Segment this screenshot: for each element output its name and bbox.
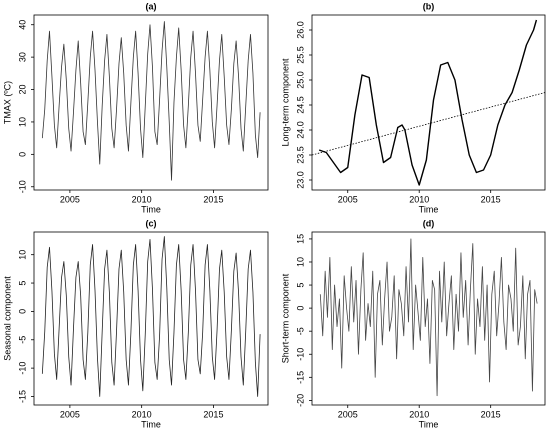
y-tick-label: 23.5 [295, 146, 305, 164]
x-axis-title: Time [141, 204, 161, 214]
y-tick-label: 5 [17, 281, 27, 286]
panel-title: (c) [146, 218, 157, 228]
panel-title: (d) [423, 218, 435, 228]
y-axis-title: Seasonal component [2, 276, 12, 361]
y-tick-label: 24.0 [295, 121, 305, 139]
y-tick-label: 25.5 [295, 46, 305, 64]
y-tick-label: 0 [295, 306, 305, 311]
y-axis-title: Short-term component [280, 273, 290, 363]
x-axis-title: Time [419, 204, 439, 214]
y-tick-label: 0 [17, 309, 27, 314]
plot-frame [33, 231, 269, 406]
x-tick-label: 2010 [132, 409, 152, 419]
series-line [319, 238, 538, 397]
series-line [318, 19, 538, 186]
x-tick-label: 2015 [481, 409, 501, 419]
y-tick-label: -10 [17, 180, 27, 193]
x-tick-label: 2015 [203, 194, 223, 204]
y-axis-title: TMAX (ºC) [2, 81, 12, 124]
y-tick-label: 25.0 [295, 71, 305, 89]
y-tick-label: -15 [17, 390, 27, 403]
y-tick-label: 26.0 [295, 21, 305, 39]
y-tick-label: -5 [295, 327, 305, 335]
series-line [41, 236, 261, 397]
y-tick-label: 10 [17, 117, 27, 127]
y-tick-label: 0 [17, 152, 27, 157]
y-tick-label: 10 [295, 257, 305, 267]
plot-frame [311, 231, 546, 406]
series-line [41, 21, 261, 181]
y-tick-label: 10 [17, 250, 27, 260]
y-tick-label: -10 [295, 348, 305, 361]
x-tick-label: 2010 [409, 409, 429, 419]
y-tick-label: 30 [17, 52, 27, 62]
y-tick-label: 5 [295, 283, 305, 288]
trend-line [311, 92, 546, 156]
y-tick-label: 40 [17, 20, 27, 30]
panel-title: (b) [423, 1, 435, 11]
panel-title: (a) [146, 1, 157, 11]
x-axis-title: Time [141, 419, 161, 429]
x-tick-label: 2010 [409, 194, 429, 204]
x-tick-label: 2005 [60, 194, 80, 204]
x-tick-label: 2015 [481, 194, 501, 204]
y-tick-label: -15 [295, 371, 305, 384]
x-tick-label: 2005 [338, 194, 358, 204]
plot-frame [33, 14, 269, 191]
y-tick-label: -20 [295, 394, 305, 407]
x-tick-label: 2010 [132, 194, 152, 204]
y-tick-label: -10 [17, 362, 27, 375]
y-tick-label: 20 [17, 85, 27, 95]
y-tick-label: 15 [295, 234, 305, 244]
plot-frame [311, 14, 546, 191]
y-axis-title: Long-term component [280, 58, 290, 147]
x-tick-label: 2015 [203, 409, 223, 419]
x-axis-title: Time [419, 419, 439, 429]
y-tick-label: 23.0 [295, 171, 305, 189]
x-tick-label: 2005 [60, 409, 80, 419]
y-tick-label: -5 [17, 336, 27, 344]
y-tick-label: 24.5 [295, 96, 305, 114]
x-tick-label: 2005 [338, 409, 358, 419]
